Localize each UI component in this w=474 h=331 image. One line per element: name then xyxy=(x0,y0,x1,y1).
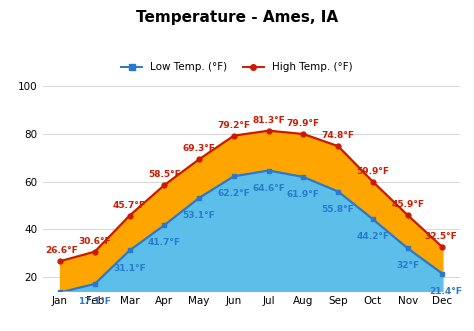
Text: 26.6°F: 26.6°F xyxy=(46,246,78,255)
Text: 32°F: 32°F xyxy=(396,261,419,270)
Text: 69.3°F: 69.3°F xyxy=(182,144,216,153)
Text: 30.6°F: 30.6°F xyxy=(79,237,111,246)
Text: 81.3°F: 81.3°F xyxy=(252,116,285,125)
High Temp. (°F) xyxy=(127,213,132,217)
Low Temp. (°F) xyxy=(162,223,167,227)
Text: 79.2°F: 79.2°F xyxy=(218,121,250,130)
Text: 59.9°F: 59.9°F xyxy=(356,167,389,176)
Low Temp. (°F) xyxy=(196,196,202,200)
Text: 44.2°F: 44.2°F xyxy=(356,232,389,241)
Text: Temperature - Ames, IA: Temperature - Ames, IA xyxy=(136,10,338,25)
Text: 61.9°F: 61.9°F xyxy=(287,190,320,199)
Text: 32.5°F: 32.5°F xyxy=(424,232,457,241)
High Temp. (°F) xyxy=(162,183,167,187)
Low Temp. (°F) xyxy=(439,272,445,276)
Line: Low Temp. (°F): Low Temp. (°F) xyxy=(58,168,445,295)
Text: 79.9°F: 79.9°F xyxy=(287,119,320,128)
Low Temp. (°F) xyxy=(301,175,306,179)
Text: 41.7°F: 41.7°F xyxy=(148,238,181,247)
High Temp. (°F) xyxy=(231,134,237,138)
High Temp. (°F) xyxy=(335,144,341,148)
Text: 17.1°F: 17.1°F xyxy=(78,297,111,306)
Text: 62.2°F: 62.2°F xyxy=(218,189,250,198)
High Temp. (°F) xyxy=(301,132,306,136)
Low Temp. (°F) xyxy=(266,168,272,172)
High Temp. (°F) xyxy=(57,259,63,263)
High Temp. (°F) xyxy=(266,129,272,133)
Low Temp. (°F) xyxy=(335,190,341,194)
Text: 21.4°F: 21.4°F xyxy=(429,287,462,296)
Low Temp. (°F) xyxy=(92,282,98,286)
High Temp. (°F) xyxy=(370,180,376,184)
Text: 45.7°F: 45.7°F xyxy=(113,201,146,210)
Low Temp. (°F) xyxy=(57,291,63,295)
Line: High Temp. (°F): High Temp. (°F) xyxy=(58,128,445,264)
High Temp. (°F) xyxy=(92,250,98,254)
Text: 53.1°F: 53.1°F xyxy=(182,211,216,220)
High Temp. (°F) xyxy=(439,245,445,249)
Low Temp. (°F) xyxy=(231,174,237,178)
High Temp. (°F) xyxy=(196,157,202,161)
Text: 58.5°F: 58.5°F xyxy=(148,170,181,179)
Low Temp. (°F) xyxy=(405,246,410,250)
Legend: Low Temp. (°F), High Temp. (°F): Low Temp. (°F), High Temp. (°F) xyxy=(117,58,357,76)
Text: 31.1°F: 31.1°F xyxy=(113,263,146,273)
Low Temp. (°F) xyxy=(127,249,132,253)
Text: 74.8°F: 74.8°F xyxy=(322,131,355,140)
Text: 45.9°F: 45.9°F xyxy=(391,200,424,209)
High Temp. (°F) xyxy=(405,213,410,217)
Text: 55.8°F: 55.8°F xyxy=(322,205,355,213)
Text: 13.5°F: 13.5°F xyxy=(0,330,1,331)
Low Temp. (°F) xyxy=(370,217,376,221)
Text: 64.6°F: 64.6°F xyxy=(252,184,285,193)
